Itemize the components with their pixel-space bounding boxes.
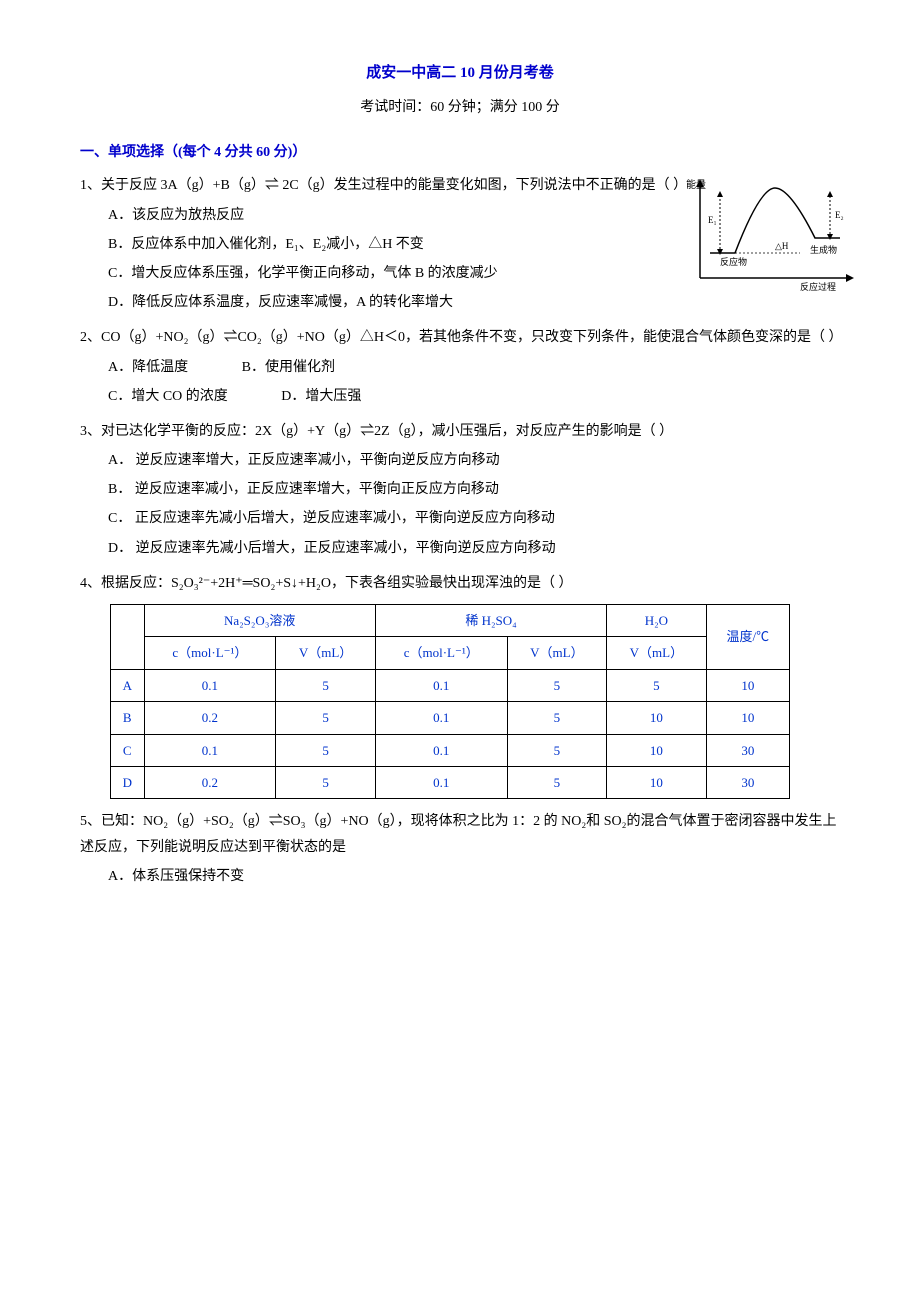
sub-v3: V（mL） (607, 637, 707, 669)
q5-opt-a: A．体系压强保持不变 (108, 864, 840, 889)
table-header-row2: c（mol·L⁻¹） V（mL） c（mol·L⁻¹） V（mL） V（mL） (111, 637, 790, 669)
q2-opt-d: D．增大压强 (281, 384, 361, 409)
q3-opt-a: A． 逆反应速率增大，正反应速率减小，平衡向逆反应方向移动 (108, 448, 840, 473)
q5-stem: 5、已知：NO₂（g）+SO₂（g）⇌SO₃（g）+NO（g），现将体积之比为 … (80, 809, 840, 859)
y-label: 能量 (686, 178, 706, 191)
react-label: 反应物 (720, 256, 747, 267)
exam-title: 成安一中高二 10 月份月考卷 (80, 60, 840, 87)
sub-v1: V（mL） (276, 637, 376, 669)
x-label: 反应过程 (800, 281, 836, 292)
question-3: 3、对已达化学平衡的反应：2X（g）+Y（g）⇌2Z（g），减小压强后，对反应产… (80, 419, 840, 561)
dh-label: △H (775, 241, 789, 251)
table-row: B 0.2 5 0.1 5 10 10 (111, 702, 790, 734)
q2-opt-c: C．增大 CO 的浓度 (108, 384, 228, 409)
q2-opt-b: B．使用催化剂 (242, 355, 335, 380)
q2-opt-a: A．降低温度 (108, 355, 188, 380)
col-na2s2o3: Na₂S₂O₃溶液 (144, 605, 375, 637)
q3-stem: 3、对已达化学平衡的反应：2X（g）+Y（g）⇌2Z（g），减小压强后，对反应产… (80, 419, 840, 444)
table-row: D 0.2 5 0.1 5 10 30 (111, 766, 790, 798)
energy-diagram: 能量 E₁ E₂ △H 反应物 生成物 反应过程 (680, 173, 860, 293)
blank-cell (111, 605, 145, 670)
q1-opt-d: D．降低反应体系温度，反应速率减慢，A 的转化率增大 (108, 290, 840, 315)
question-1: 1、关于反应 3A（g）+B（g）⇌ 2C（g）发生过程中的能量变化如图，下列说… (80, 173, 840, 315)
sub-v2: V（mL） (507, 637, 607, 669)
question-4: 4、根据反应：S₂O₃²⁻+2H⁺═SO₂+S↓+H₂O，下表各组实验最快出现浑… (80, 571, 840, 800)
col-h2o: H₂O (607, 605, 707, 637)
table-row: A 0.1 5 0.1 5 5 10 (111, 669, 790, 701)
col-temp: 温度/℃ (706, 605, 789, 670)
question-2: 2、CO（g）+NO₂（g）⇌CO₂（g）+NO（g）△H＜0，若其他条件不变，… (80, 325, 840, 409)
q3-opt-d: D． 逆反应速率先减小后增大，正反应速率减小，平衡向逆反应方向移动 (108, 536, 840, 561)
sub-c1: c（mol·L⁻¹） (144, 637, 276, 669)
e2-label: E₂ (835, 210, 844, 220)
sub-c2: c（mol·L⁻¹） (375, 637, 507, 669)
question-5: 5、已知：NO₂（g）+SO₂（g）⇌SO₃（g）+NO（g），现将体积之比为 … (80, 809, 840, 889)
col-h2so4: 稀 H₂SO₄ (375, 605, 606, 637)
q3-opt-b: B． 逆反应速率减小，正反应速率增大，平衡向正反应方向移动 (108, 477, 840, 502)
exam-subtitle: 考试时间：60 分钟；满分 100 分 (80, 95, 840, 120)
q2-stem: 2、CO（g）+NO₂（g）⇌CO₂（g）+NO（g）△H＜0，若其他条件不变，… (80, 325, 840, 350)
e1-label: E₁ (708, 215, 717, 225)
prod-label: 生成物 (810, 244, 837, 255)
q3-opt-c: C． 正反应速率先减小后增大，逆反应速率减小，平衡向逆反应方向移动 (108, 506, 840, 531)
section-header: 一、单项选择（(每个 4 分共 60 分)） (80, 140, 840, 165)
table-row: C 0.1 5 0.1 5 10 30 (111, 734, 790, 766)
q4-table: Na₂S₂O₃溶液 稀 H₂SO₄ H₂O 温度/℃ c（mol·L⁻¹） V（… (110, 604, 790, 799)
table-header-row1: Na₂S₂O₃溶液 稀 H₂SO₄ H₂O 温度/℃ (111, 605, 790, 637)
q4-stem: 4、根据反应：S₂O₃²⁻+2H⁺═SO₂+S↓+H₂O，下表各组实验最快出现浑… (80, 571, 840, 596)
